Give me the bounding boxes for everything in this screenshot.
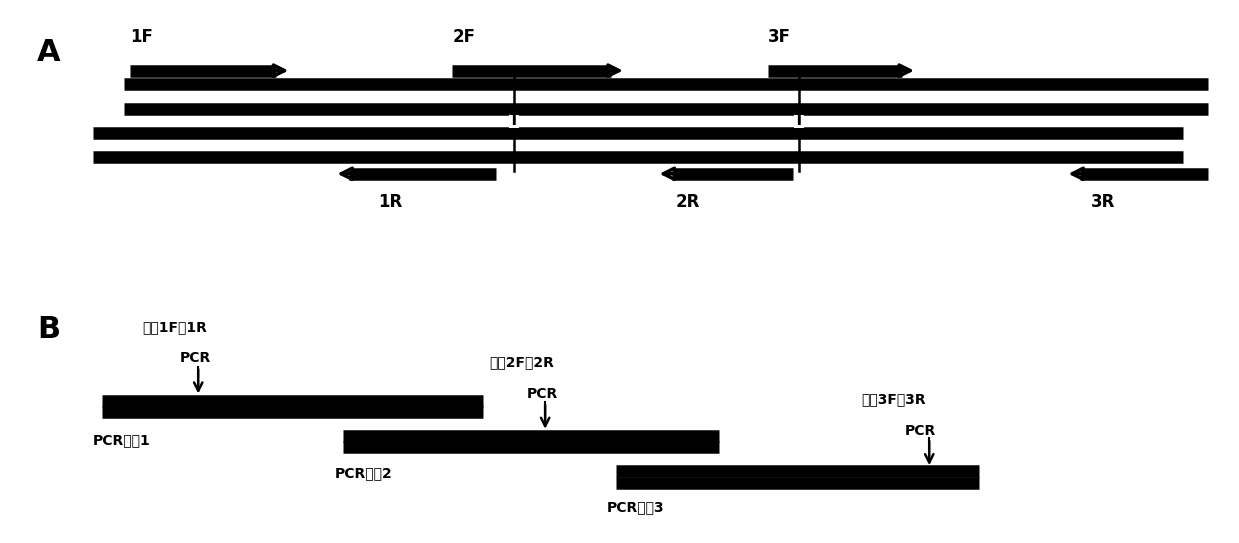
Text: T: T xyxy=(509,113,519,128)
Text: 引牉2F和2R: 引牉2F和2R xyxy=(489,355,554,369)
Text: A: A xyxy=(37,38,61,67)
Text: 引牉1F和1R: 引牉1F和1R xyxy=(142,320,207,334)
Text: 1F: 1F xyxy=(130,28,152,46)
Text: PCR: PCR xyxy=(527,387,558,401)
Text: 3F: 3F xyxy=(768,28,792,46)
Text: PCR: PCR xyxy=(904,424,935,438)
Text: PCR: PCR xyxy=(180,351,211,365)
Text: PCR产特3: PCR产特3 xyxy=(607,501,665,515)
Text: 引牉3F和3R: 引牉3F和3R xyxy=(861,392,926,406)
Text: B: B xyxy=(37,315,61,344)
Text: 1R: 1R xyxy=(378,193,403,211)
Text: 2F: 2F xyxy=(452,28,476,46)
Text: 2R: 2R xyxy=(675,193,700,211)
Text: PCR产特2: PCR产特2 xyxy=(335,466,393,480)
Text: PCR产特1: PCR产特1 xyxy=(93,433,151,447)
Text: 3R: 3R xyxy=(1090,193,1115,211)
Text: T: T xyxy=(794,113,804,128)
